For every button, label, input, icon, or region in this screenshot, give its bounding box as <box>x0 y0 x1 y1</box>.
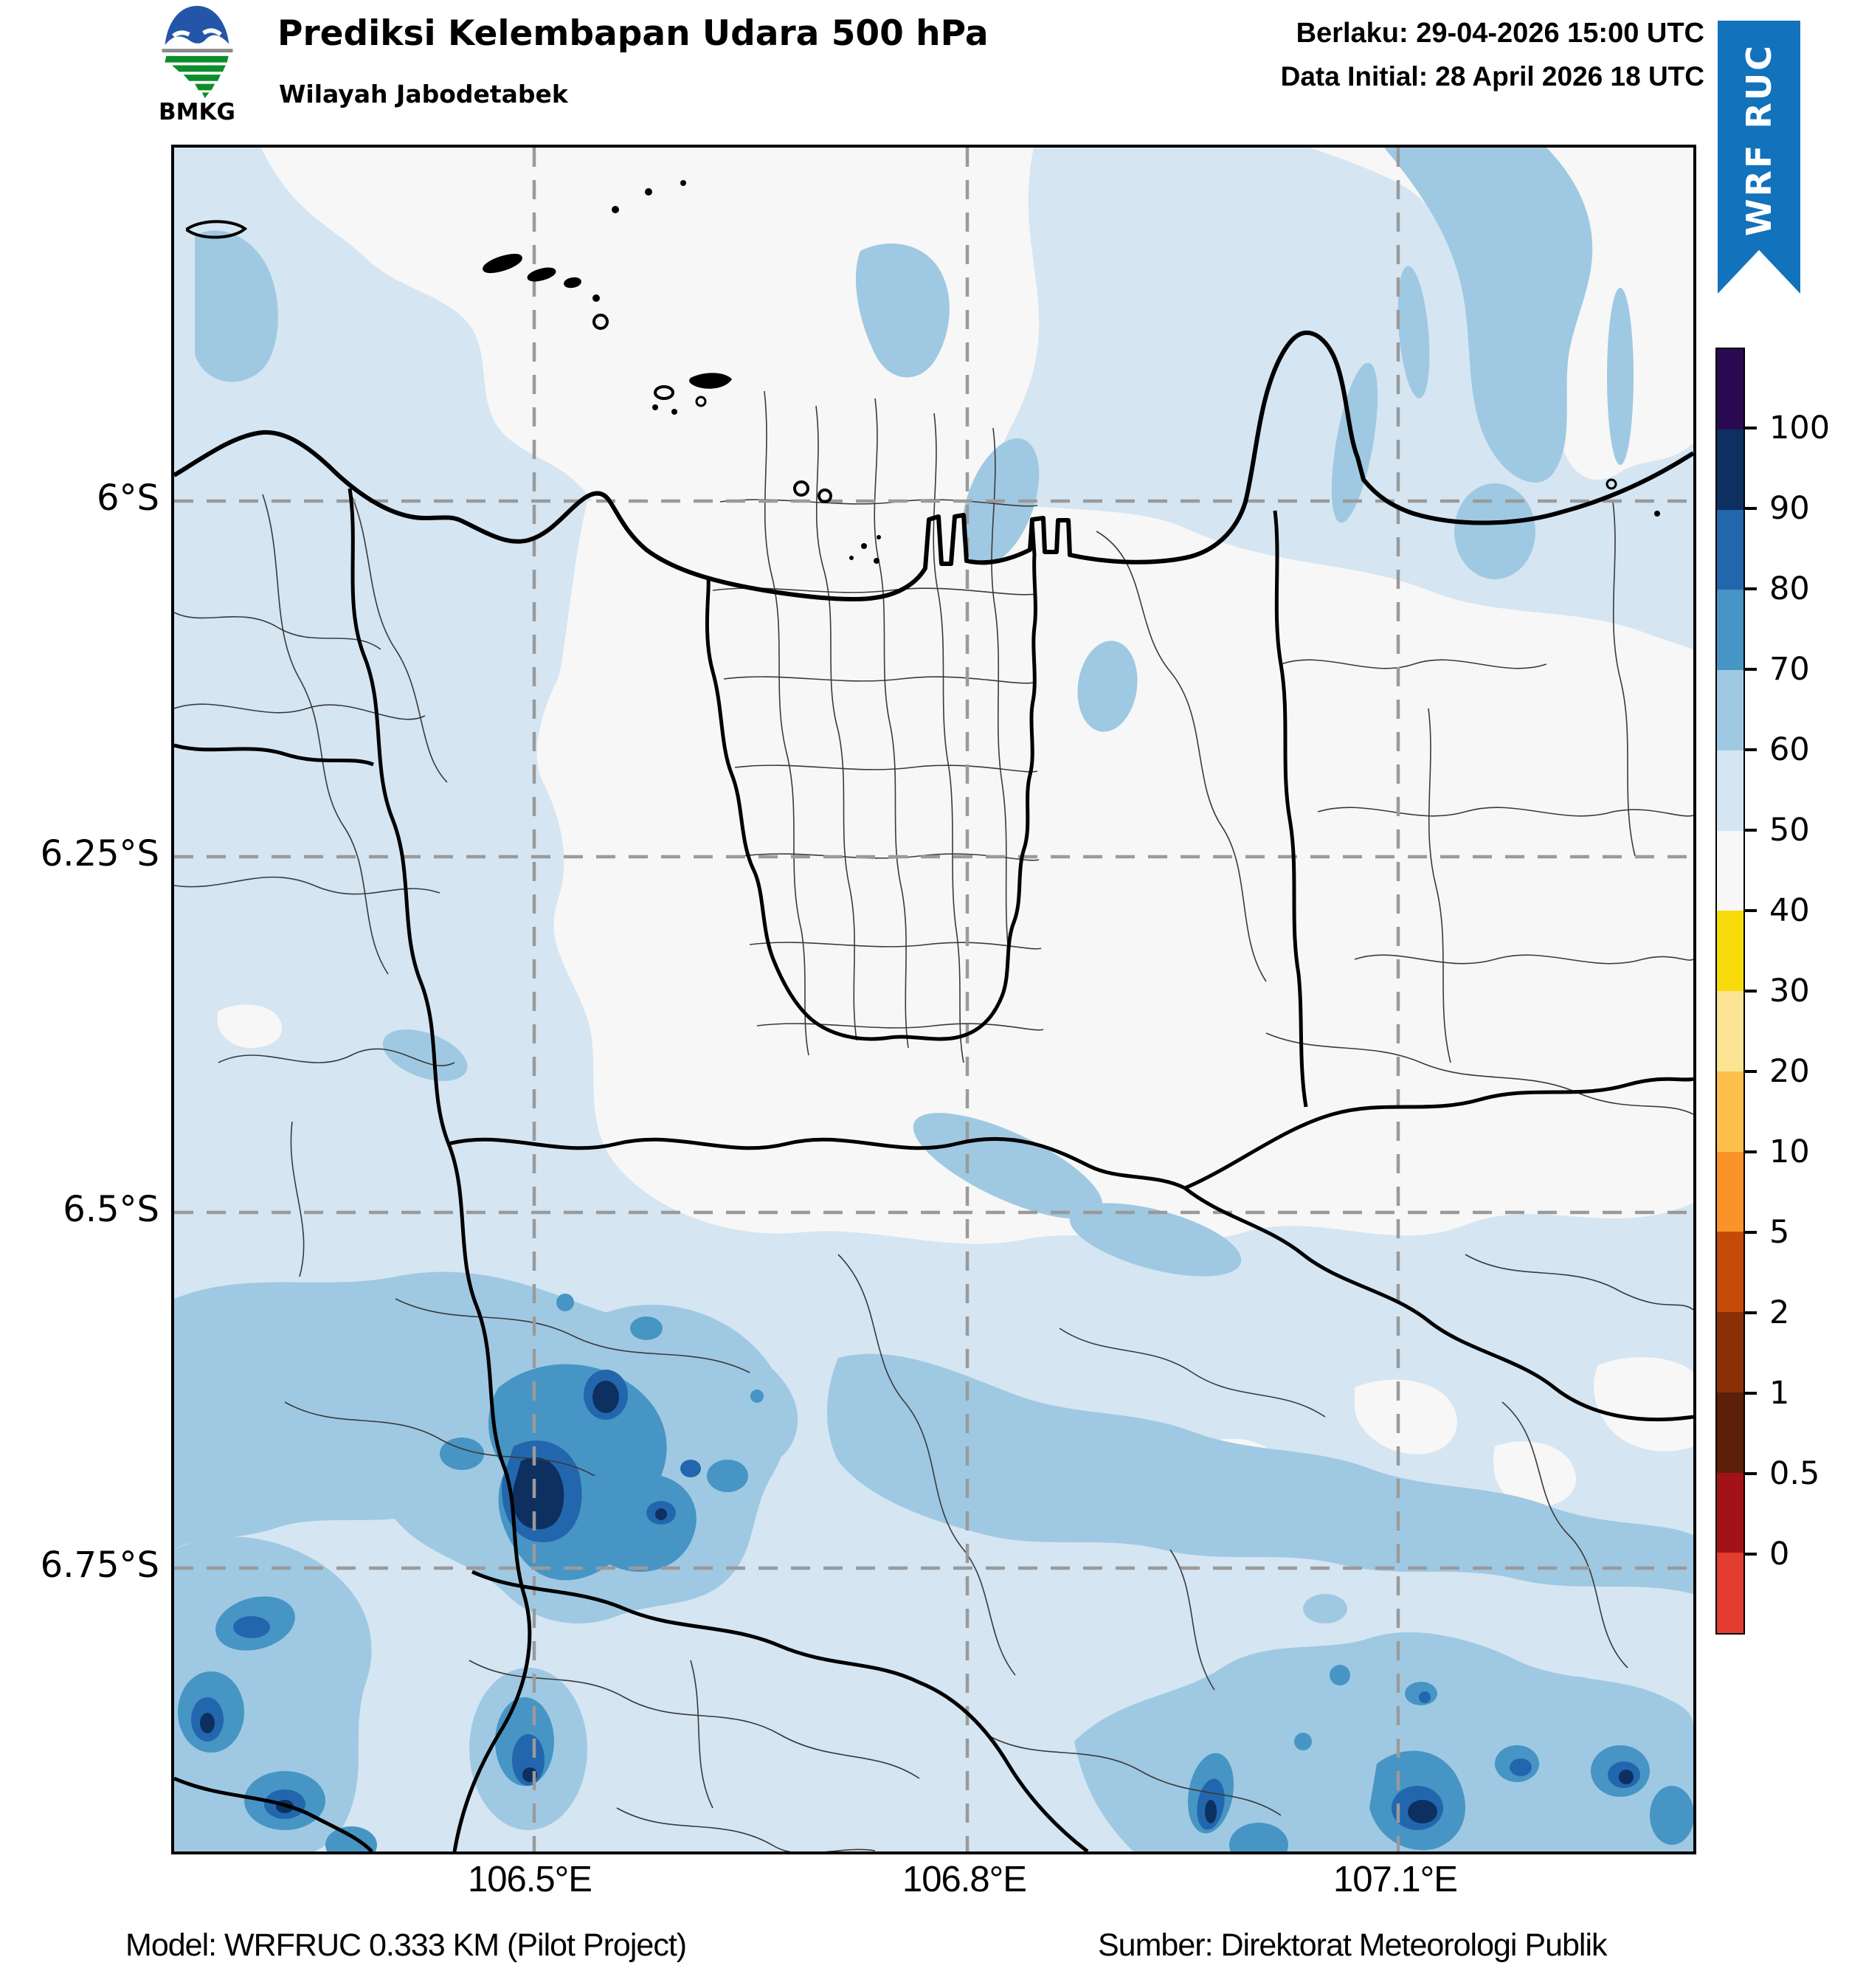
colorbar-tick-label: 0.5 <box>1769 1455 1820 1492</box>
colorbar-segment <box>1717 429 1743 510</box>
colorbar-tick <box>1745 1472 1757 1475</box>
x-tick-label: 107.1°E <box>1333 1860 1458 1899</box>
colorbar-segment <box>1717 590 1743 670</box>
bmkg-logo-label: BMKG <box>159 99 235 125</box>
colorbar-segment <box>1717 830 1743 911</box>
colorbar-tick-label: 70 <box>1769 651 1810 688</box>
colorbar-tick <box>1745 909 1757 912</box>
y-tick-label: 6.5°S <box>63 1189 159 1230</box>
page-subtitle: Wilayah Jabodetabek <box>279 80 568 108</box>
colorbar-tick <box>1745 1311 1757 1314</box>
coastline <box>174 330 1693 601</box>
x-tick-label: 106.8°E <box>902 1860 1027 1899</box>
y-tick-label: 6.25°S <box>40 833 159 874</box>
colorbar-segment <box>1717 349 1743 429</box>
colorbar-segment <box>1717 911 1743 991</box>
x-tick-label: 106.5°E <box>468 1860 592 1899</box>
colorbar-tick <box>1745 1231 1757 1234</box>
colorbar-tick-label: 30 <box>1769 973 1810 1009</box>
colorbar-tick-label: 20 <box>1769 1053 1810 1090</box>
colorbar-tick-label: 50 <box>1769 812 1810 849</box>
colorbar-tick-label: 60 <box>1769 731 1810 768</box>
colorbar-segment <box>1717 509 1743 590</box>
colorbar-tick <box>1745 1553 1757 1556</box>
colorbar-tick <box>1745 990 1757 993</box>
colorbar-tick <box>1745 668 1757 671</box>
colorbar-segment <box>1717 1472 1743 1553</box>
footer-source-label: Sumber: Direktorat Meteorologi Publik <box>1098 1927 1608 1963</box>
colorbar-segment <box>1717 1232 1743 1312</box>
colorbar-tick <box>1745 427 1757 429</box>
colorbar-tick-label: 1 <box>1769 1375 1790 1412</box>
y-tick-label: 6°S <box>96 477 159 519</box>
y-tick-label: 6.75°S <box>40 1545 159 1586</box>
islands <box>186 180 1660 564</box>
colorbar-segment <box>1717 670 1743 750</box>
province-boundaries <box>174 488 1693 1851</box>
forecast-map <box>171 145 1696 1854</box>
model-ribbon-label: WRF RUC <box>1739 44 1779 237</box>
colorbar-segment <box>1717 1151 1743 1232</box>
contour-band-40-50 <box>217 148 1693 1510</box>
model-ribbon: WRF RUC <box>1718 21 1800 294</box>
graticule-gridlines <box>174 148 1693 1851</box>
colorbar-tick-label: 2 <box>1769 1294 1790 1331</box>
colorbar-segment <box>1717 1071 1743 1152</box>
colorbar-tick-label: 100 <box>1769 410 1831 446</box>
colorbar-tick <box>1745 1392 1757 1395</box>
colorbar-tick-label: 0 <box>1769 1536 1790 1573</box>
page-title: Prediksi Kelembapan Udara 500 hPa <box>277 13 989 54</box>
colorbar-tick-label: 5 <box>1769 1214 1790 1251</box>
map-svg <box>174 148 1693 1851</box>
colorbar-tick <box>1745 507 1757 510</box>
colorbar-segment <box>1717 991 1743 1071</box>
colorbar-tick <box>1745 587 1757 590</box>
colorbar-tick-label: 80 <box>1769 570 1810 607</box>
colorbar-tick <box>1745 1150 1757 1153</box>
forecast-dates: Berlaku: 29-04-2026 15:00 UTC Data Initi… <box>1281 18 1704 92</box>
footer-model-label: Model: WRFRUC 0.333 KM (Pilot Project) <box>125 1927 687 1963</box>
colorbar-tick <box>1745 748 1757 751</box>
colorbar-tick-label: 90 <box>1769 490 1810 527</box>
init-time: Data Initial: 28 April 2026 18 UTC <box>1280 61 1704 92</box>
colorbar-segment <box>1717 750 1743 831</box>
bmkg-logo-icon <box>162 5 233 99</box>
valid-time: Berlaku: 29-04-2026 15:00 UTC <box>1296 18 1704 49</box>
colorbar-segment <box>1717 1392 1743 1473</box>
colorbar-tick-label: 40 <box>1769 892 1810 929</box>
colorbar-tick-label: 10 <box>1769 1133 1810 1170</box>
colorbar-tick <box>1745 829 1757 832</box>
colorbar-segment <box>1717 1553 1743 1633</box>
colorbar-tick <box>1745 1070 1757 1073</box>
colorbar <box>1715 348 1745 1635</box>
colorbar-segment <box>1717 1312 1743 1392</box>
